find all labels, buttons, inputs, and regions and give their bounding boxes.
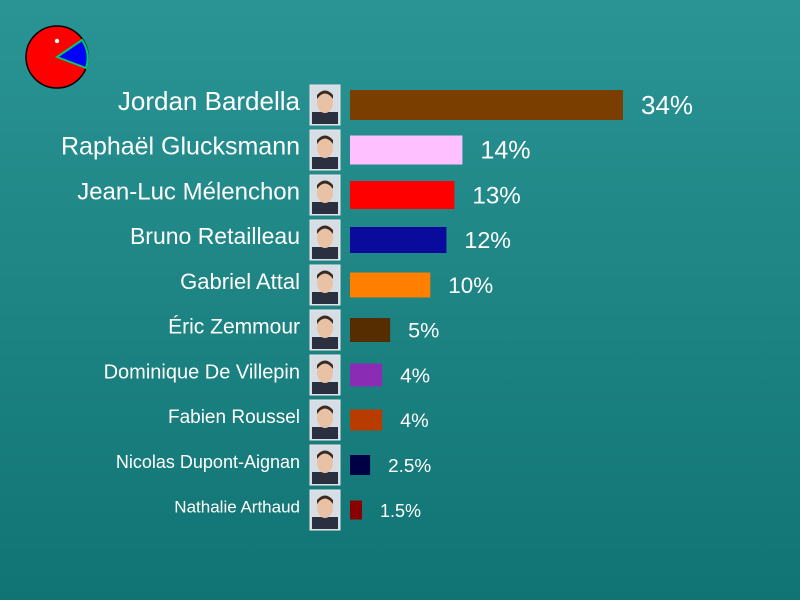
category-label: Gabriel Attal — [180, 269, 300, 294]
candidate-photo-icon — [309, 354, 341, 396]
data-label: 4% — [400, 410, 429, 432]
category-label: Raphaël Glucksmann — [61, 133, 300, 161]
bar — [350, 272, 431, 298]
bar — [350, 181, 455, 209]
bar — [350, 455, 371, 475]
candidate-photo-icon — [309, 489, 341, 531]
bar — [350, 135, 463, 165]
candidate-photo-icon — [309, 84, 341, 126]
data-label: 13% — [472, 182, 520, 209]
bar — [350, 500, 362, 520]
bar — [350, 227, 447, 253]
category-label: Jean-Luc Mélenchon — [77, 178, 300, 205]
category-label: Jordan Bardella — [118, 86, 301, 116]
category-label: Nathalie Arthaud — [174, 497, 300, 516]
bar — [350, 409, 383, 431]
category-label: Fabien Roussel — [168, 407, 300, 428]
candidate-photo-icon — [309, 399, 341, 441]
pie-chart-logo-icon — [25, 25, 89, 89]
category-label: Dominique De Villepin — [104, 361, 300, 383]
data-label: 1.5% — [380, 501, 421, 521]
candidate-photo-icon — [309, 174, 341, 216]
bar — [350, 90, 623, 120]
data-label: 2.5% — [388, 456, 431, 477]
category-label: Bruno Retailleau — [130, 223, 300, 249]
bar — [350, 318, 391, 342]
data-label: 4% — [400, 364, 430, 387]
category-label: Nicolas Dupont-Aignan — [116, 452, 300, 472]
category-label: Éric Zemmour — [168, 316, 300, 339]
candidate-photo-icon — [309, 444, 341, 486]
candidate-photo-icon — [309, 219, 341, 261]
data-label: 12% — [464, 227, 511, 253]
bar — [350, 363, 383, 387]
data-label: 5% — [408, 318, 439, 343]
candidate-photo-icon — [309, 309, 341, 351]
data-label: 14% — [480, 137, 530, 165]
data-label: 10% — [448, 273, 493, 298]
candidate-photo-icon — [309, 264, 341, 306]
candidate-photo-icon — [309, 129, 341, 171]
data-label: 34% — [641, 90, 693, 120]
